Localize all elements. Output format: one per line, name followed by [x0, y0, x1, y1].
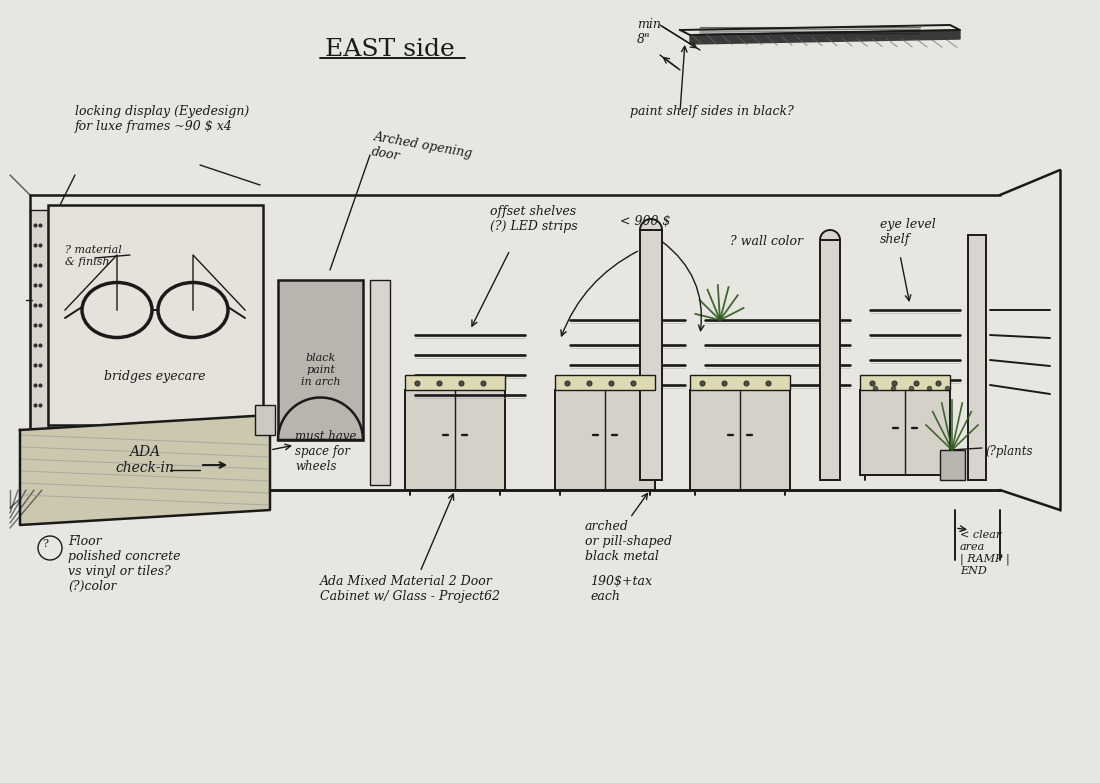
Bar	[405, 390, 505, 490]
Text: black
paint
in arch: black paint in arch	[300, 353, 340, 387]
Text: must have
space for
wheels: must have space for wheels	[295, 430, 356, 473]
Text: < clear
area
| RAMP |
END: < clear area | RAMP | END	[960, 530, 1010, 576]
Polygon shape	[680, 25, 960, 35]
Text: min
8": min 8"	[637, 18, 661, 46]
Bar	[556, 390, 654, 490]
Text: bridges eyecare: bridges eyecare	[104, 370, 206, 383]
Bar	[370, 280, 390, 485]
Text: ?: ?	[42, 539, 48, 549]
Bar	[278, 280, 363, 440]
Text: eye level
shelf: eye level shelf	[880, 218, 936, 246]
Text: Arched opening
door: Arched opening door	[370, 130, 474, 175]
Wedge shape	[640, 219, 662, 230]
Bar	[556, 375, 654, 390]
Text: ? wall color: ? wall color	[730, 235, 803, 248]
Bar	[690, 375, 790, 390]
Text: locking display (Eyedesign)
for luxe frames ~90 $ x4: locking display (Eyedesign) for luxe fra…	[75, 105, 250, 133]
Text: paint shelf sides in black?: paint shelf sides in black?	[630, 105, 794, 118]
Bar	[48, 205, 263, 425]
Bar	[640, 230, 662, 480]
Bar	[690, 390, 790, 490]
Text: ADA
check-in: ADA check-in	[116, 445, 175, 475]
Text: (?plants: (?plants	[984, 445, 1033, 458]
Text: ? material
& finish: ? material & finish	[65, 245, 122, 266]
Bar	[940, 450, 965, 480]
Text: offset shelves
(?) LED strips: offset shelves (?) LED strips	[490, 205, 578, 233]
Polygon shape	[20, 415, 270, 525]
Bar	[860, 390, 950, 475]
Bar	[405, 375, 505, 390]
Polygon shape	[690, 30, 960, 44]
Text: EAST side: EAST side	[326, 38, 455, 61]
Bar	[820, 240, 840, 480]
Wedge shape	[820, 230, 840, 240]
Bar	[968, 235, 986, 480]
Text: Floor
polished concrete
vs vinyl or tiles?
(?)color: Floor polished concrete vs vinyl or tile…	[68, 535, 180, 593]
Text: < 900 $: < 900 $	[620, 215, 671, 228]
Bar	[860, 375, 950, 390]
Text: Ada Mixed Material 2 Door
Cabinet w/ Glass - Project62: Ada Mixed Material 2 Door Cabinet w/ Gla…	[320, 575, 500, 603]
Wedge shape	[278, 398, 363, 440]
Text: 190$+tax
each: 190$+tax each	[590, 575, 652, 603]
Bar	[30, 210, 48, 440]
Text: arched
or pill-shaped
black metal: arched or pill-shaped black metal	[585, 520, 672, 563]
Bar	[255, 405, 275, 435]
